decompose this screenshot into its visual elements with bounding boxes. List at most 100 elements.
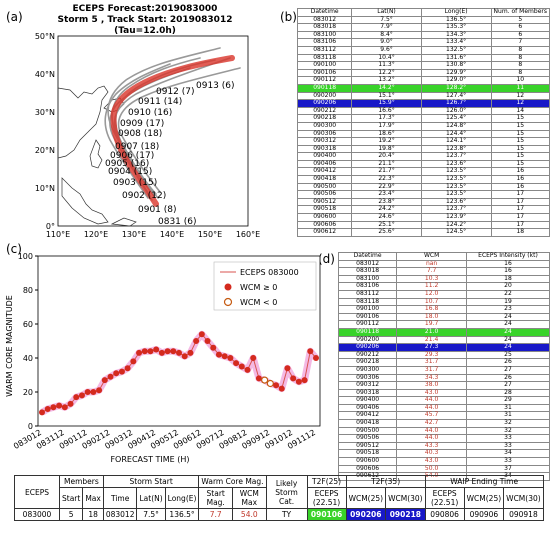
summary-wcmmax-header: WCM Max bbox=[231, 487, 267, 509]
col-datetime: Datetime bbox=[296, 8, 353, 17]
data-point bbox=[233, 360, 240, 367]
summary-lat-header: Lat(N) bbox=[136, 487, 166, 509]
summary-time-value: 083012 bbox=[102, 508, 138, 521]
data-point bbox=[147, 348, 154, 355]
summary-t2f35-wcm30-value: 090218 bbox=[385, 508, 426, 521]
y-tick-label: 100 bbox=[18, 252, 33, 261]
table-cell: 27 bbox=[465, 365, 550, 375]
track-time-label: 0905 (16) bbox=[105, 159, 149, 169]
table-cell: 11 bbox=[490, 83, 550, 93]
map-title: ECEPS Forecast:2019083000 bbox=[72, 4, 218, 14]
y-tick-label: 0 bbox=[28, 422, 33, 431]
lon-tick-label: 110°E bbox=[46, 230, 70, 239]
data-point bbox=[84, 389, 91, 395]
table-cell: 090300 bbox=[296, 121, 353, 131]
track-time-label: 0906 (17) bbox=[110, 151, 154, 161]
data-point bbox=[176, 349, 182, 356]
data-point bbox=[50, 404, 57, 411]
summary-waip-eceps-value: 090806 bbox=[424, 508, 465, 521]
data-point bbox=[198, 331, 205, 338]
data-point bbox=[215, 351, 222, 358]
summary-table-container: ECEPS Members Storm Start Warm Core Mag.… bbox=[14, 475, 544, 521]
col-datetime: Datetime bbox=[337, 252, 398, 261]
table-cell: 123.9° bbox=[420, 213, 492, 222]
map-tracks bbox=[104, 47, 241, 207]
track-time-label: 0909 (17) bbox=[120, 119, 164, 129]
lon-tick-label: 150°E bbox=[198, 230, 222, 239]
data-point bbox=[278, 385, 285, 392]
data-point bbox=[78, 392, 85, 399]
summary-t2f35-header: T2F(35) bbox=[345, 475, 426, 488]
data-point bbox=[187, 349, 194, 356]
y-tick-label: 20 bbox=[23, 388, 33, 397]
summary-eceps-value: 083000 bbox=[14, 508, 60, 521]
data-point bbox=[301, 377, 308, 384]
table-cell: 128.2° bbox=[420, 83, 492, 93]
legend-marker-negative bbox=[223, 297, 233, 307]
table-row: 090612 25.6° 124.5° 18 bbox=[296, 228, 550, 237]
summary-start-header: Start bbox=[58, 487, 84, 509]
summary-t2f35-wcm25-value: 090206 bbox=[345, 508, 387, 521]
summary-long-header: Long(E) bbox=[164, 487, 200, 509]
summary-wcm-header: Warm Core Mag. bbox=[198, 475, 267, 488]
table-cell: 43.0 bbox=[396, 457, 467, 466]
lon-tick-label: 140°E bbox=[160, 230, 184, 239]
track-time-label: 0901 (8) bbox=[138, 205, 177, 215]
summary-waip-wcm25-header: WCM(25) bbox=[463, 487, 505, 509]
lat-tick-label: 0° bbox=[46, 222, 55, 231]
legend-marker-positive bbox=[224, 283, 232, 291]
summary-eceps-header: ECEPS bbox=[14, 475, 60, 509]
lat-tick-label: 10°N bbox=[35, 184, 55, 193]
data-point-negative bbox=[266, 379, 274, 388]
data-point bbox=[250, 355, 257, 361]
table-cell: 8 bbox=[490, 45, 550, 55]
table-cell: 090612 bbox=[296, 228, 353, 237]
intensity-table: Datetime WCM ECEPS Intensity (kt) 083012… bbox=[337, 252, 550, 481]
legend-item-negative: WCM < 0 bbox=[240, 298, 277, 307]
summary-waip-wcm30-header: WCM(30) bbox=[503, 487, 544, 509]
data-point bbox=[153, 346, 160, 353]
summary-storm-start-header: Storm Start bbox=[102, 475, 200, 488]
summary-eceps2251-header: ECEPS (22.51) bbox=[306, 487, 347, 509]
lon-tick-label: 130°E bbox=[122, 230, 146, 239]
summary-cat-value: TY bbox=[265, 508, 308, 521]
table-row: 090118 21.0 24 bbox=[337, 327, 550, 337]
table-cell: 124.5° bbox=[420, 228, 492, 237]
legend-item-positive: WCM ≥ 0 bbox=[240, 283, 277, 292]
table-row: 083112 9.6° 132.5° 8 bbox=[296, 45, 550, 55]
track-time-label: 0910 (16) bbox=[128, 108, 172, 118]
data-point bbox=[238, 363, 245, 370]
legend: ECEPS 083000 WCM ≥ 0 WCM < 0 bbox=[213, 261, 317, 311]
map-labels: 0831 (6) 0901 (8) 0902 (12) 0903 (15)0904 (… bbox=[105, 81, 235, 227]
table-cell: 132.5° bbox=[420, 45, 492, 55]
x-axis-label: FORECAST TIME (H) bbox=[110, 455, 189, 464]
data-point bbox=[61, 404, 68, 411]
data-point bbox=[136, 349, 143, 356]
data-point bbox=[107, 373, 114, 380]
track-table: Datetime Lat(N) Long(E) Num. of Members … bbox=[296, 8, 550, 237]
table-cell: 090300 bbox=[337, 365, 398, 375]
y-tick-label: 80 bbox=[23, 286, 33, 295]
track-time-label: 0907 (18) bbox=[115, 142, 159, 152]
col-intensity: ECEPS Intensity (kt) bbox=[465, 252, 550, 261]
table-cell: 24 bbox=[465, 327, 550, 337]
summary-wcmmax-value: 54.0 bbox=[231, 508, 267, 521]
summary-start-value: 5 bbox=[58, 508, 84, 521]
data-point bbox=[181, 353, 188, 360]
intensity-table-container: Datetime WCM ECEPS Intensity (kt) 083012… bbox=[337, 252, 550, 481]
track-time-label: 0903 (15) bbox=[113, 178, 157, 188]
data-point bbox=[255, 375, 262, 382]
summary-max-value: 18 bbox=[82, 508, 104, 521]
table-cell: 25.6° bbox=[351, 228, 422, 237]
data-point bbox=[244, 366, 251, 373]
mean-track bbox=[110, 55, 235, 207]
member-track bbox=[113, 57, 231, 195]
data-point bbox=[273, 382, 280, 389]
track-time-label: 0912 (7) bbox=[156, 87, 195, 97]
table-row: 090300 31.7 27 bbox=[337, 365, 550, 375]
track-time-label: 0831 (6) bbox=[158, 217, 197, 227]
col-wcm: WCM bbox=[396, 252, 467, 261]
lon-tick-label: 120°E bbox=[84, 230, 108, 239]
table-row: 083112 12.0 22 bbox=[337, 289, 550, 299]
summary-table: ECEPS Members Storm Start Warm Core Mag.… bbox=[14, 475, 544, 521]
